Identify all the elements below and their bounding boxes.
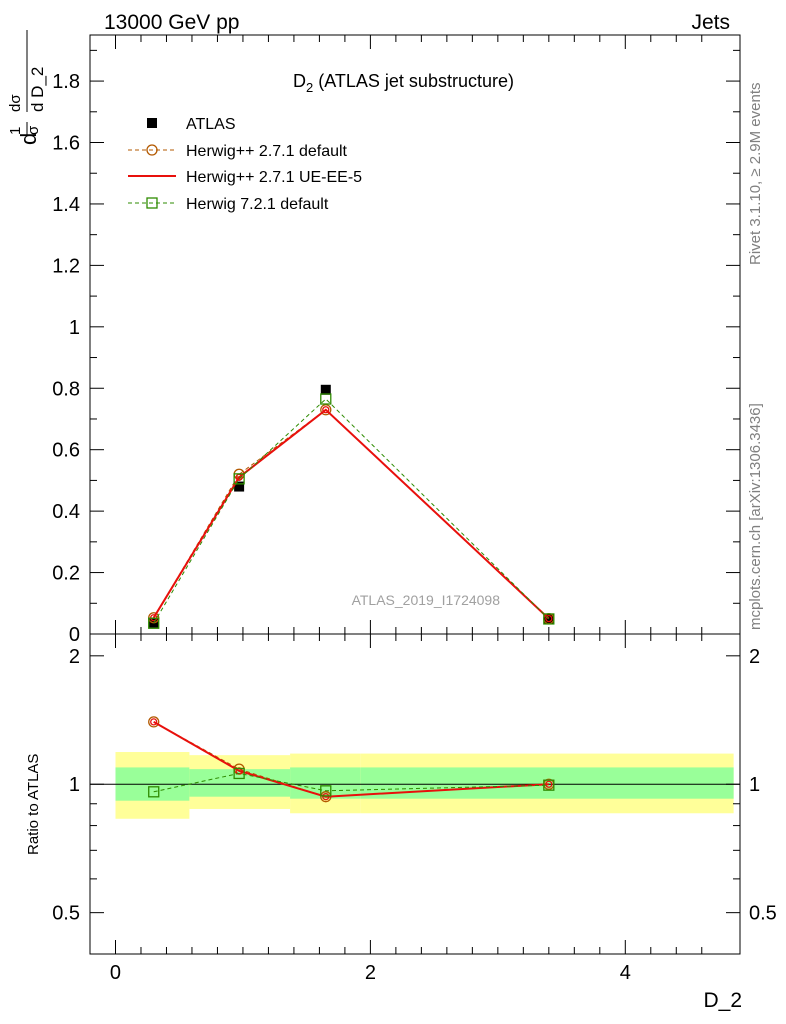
main-plot: 0.2 0.4 0.6 0.8 1 1.2 1.4 1.6 1.8 0 D2 (ATLAS je… [7, 30, 741, 646]
series-line [153, 409, 550, 619]
mcplots-text: mcplots.cern.ch [arXiv:1306.3436] [747, 403, 764, 630]
ratio-point-hpp-default [148, 716, 160, 728]
legend-label-hpp-ueee5: Herwig++ 2.7.1 UE-EE-5 [186, 169, 362, 186]
main-ytick-label: 1.2 [52, 255, 80, 277]
xtick-label: 4 [620, 962, 631, 984]
title-subscript: 2 [306, 80, 313, 95]
data-point-h7-default [320, 393, 332, 405]
series-line [153, 398, 550, 624]
legend-label-atlas: ATLAS [186, 116, 236, 133]
ratio-plot-frame [89, 633, 741, 955]
main-series [148, 384, 555, 629]
legend-marker-hpp-default [146, 144, 158, 156]
ratio-plot: 0.5 0.5 1 1 2 2 0 2 4 Ratio to ATLAS D_2 [25, 633, 777, 1012]
ratio-ytick-label-left: 0.5 [52, 903, 80, 925]
main-ytick-label: 1.8 [52, 71, 80, 93]
data-point-h7-default [543, 613, 555, 625]
ylabel-dsigma: dσ [7, 94, 24, 112]
main-y-axis-label: d 1 σ dσ d D_2 [7, 30, 47, 145]
analysis-watermark: ATLAS_2019_I1724098 [352, 592, 501, 608]
main-y-zero-label: 0 [69, 624, 80, 646]
legend-marker-h7-default [146, 197, 158, 209]
ratio-point-h7-default [543, 779, 555, 791]
data-point-hpp-ueee5 [322, 406, 330, 414]
ratio-point-hpp-ueee5 [150, 718, 158, 726]
ratio-point-h7-default [148, 786, 160, 798]
ratio-ticks: 0.5 0.5 1 1 2 2 0 2 4 [52, 634, 777, 984]
ratio-point-hpp-ueee5 [545, 780, 553, 788]
legend-label-hpp-default: Herwig++ 2.7.1 default [186, 143, 348, 160]
main-ytick-label: 0.4 [52, 501, 80, 523]
ratio-ytick-label-right: 1 [749, 774, 760, 796]
x-axis-label: D_2 [703, 989, 742, 1012]
ratio-series-line [153, 721, 549, 798]
ylabel-sigma: σ [25, 125, 42, 135]
xtick-label: 2 [365, 962, 376, 984]
main-ytick-label: 0.8 [52, 378, 80, 400]
main-ytick-label: 1.6 [52, 133, 80, 155]
data-point-h7-default [233, 473, 245, 485]
main-ytick-label: 0.2 [52, 563, 80, 585]
uncertainty-band-inner [360, 767, 734, 799]
legend: ATLAS Herwig++ 2.7.1 default Herwig++ 2.… [128, 116, 362, 213]
ratio-point-hpp-ueee5 [322, 793, 330, 801]
ylabel-d: d [16, 133, 41, 145]
legend-label-h7-default: Herwig 7.2.1 default [186, 196, 329, 213]
ratio-ytick-label-left: 2 [69, 646, 80, 668]
ratio-point-h7-default [320, 785, 332, 797]
ratio-point-h7-default [233, 767, 245, 780]
title-main: D [293, 71, 306, 91]
data-point-atlas [234, 481, 245, 492]
ylabel-one: 1 [7, 127, 24, 135]
legend-marker-atlas [147, 118, 157, 128]
ratio-series-line [153, 772, 549, 793]
series-line [152, 408, 550, 620]
ratio-y-axis-label: Ratio to ATLAS [25, 754, 42, 855]
main-ytick-label: 0.6 [52, 440, 80, 462]
ratio-series [148, 716, 555, 803]
main-ticks: 0.2 0.4 0.6 0.8 1 1.2 1.4 1.6 1.8 [52, 35, 740, 634]
data-point-atlas [320, 384, 331, 395]
ylabel-dd2: d D_2 [28, 67, 47, 112]
ratio-ytick-label-left: 1 [69, 774, 80, 796]
data-point-h7-default [148, 617, 160, 629]
data-point-hpp-default [320, 404, 332, 416]
header-right: Jets [691, 11, 730, 34]
ratio-ytick-label-right: 0.5 [749, 903, 777, 925]
main-ytick-label: 1 [69, 317, 80, 339]
title-rest: (ATLAS jet substructure) [313, 71, 514, 91]
ratio-bands [115, 752, 734, 819]
data-point-hpp-ueee5 [545, 614, 553, 623]
ratio-ytick-label-right: 2 [749, 646, 760, 668]
header-left: 13000 GeV pp [104, 11, 239, 34]
xtick-label: 0 [110, 962, 121, 984]
rivet-version-text: Rivet 3.1.10, ≥ 2.9M events [747, 83, 764, 266]
main-ytick-label: 1.4 [52, 194, 80, 216]
main-plot-title: D2 (ATLAS jet substructure) [293, 71, 514, 95]
